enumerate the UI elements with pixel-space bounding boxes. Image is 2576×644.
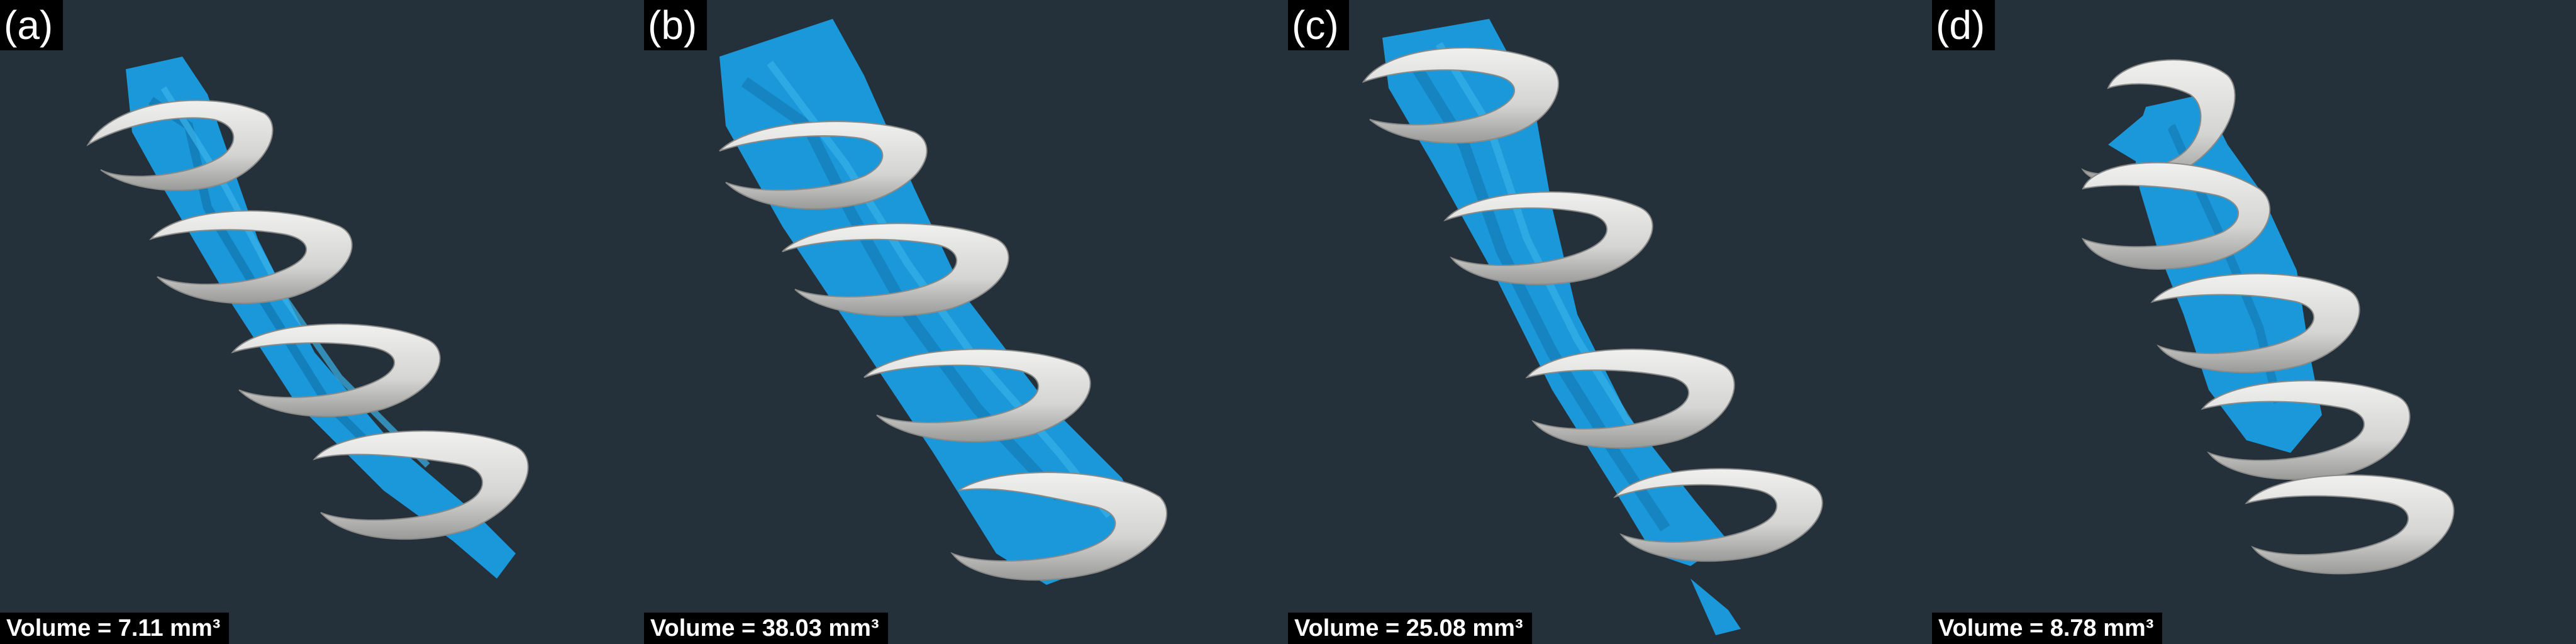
coil-turn-b4 [950, 472, 1168, 581]
coil-turn-d3 [2150, 273, 2360, 374]
panel-label-d: (d) [1932, 0, 1996, 50]
panel-d: (d) Volume = 8.78 mm³ [1932, 0, 2576, 644]
coil-turn-c4 [1613, 468, 1823, 562]
coil-render-d [2081, 59, 2455, 575]
coil-turn-a4 [313, 430, 529, 540]
coil-render-b [719, 19, 1168, 585]
volume-label-b: Volume = 38.03 mm³ [644, 613, 888, 644]
coil-turn-d5 [2245, 474, 2455, 575]
panel-label-a: (a) [0, 0, 64, 50]
coil-turn-b3 [863, 348, 1091, 443]
panel-label-b: (b) [644, 0, 708, 50]
coil-turn-a3 [231, 323, 441, 418]
coil-render-a [86, 57, 529, 579]
panel-b: (b) Volume = 38.03 mm³ [644, 0, 1288, 644]
coil-turn-c3 [1525, 348, 1735, 449]
coil-turn-a1 [86, 99, 274, 191]
coil-turn-b1 [719, 121, 928, 210]
coil-render-c [1362, 19, 1823, 635]
coil-turn-b2 [782, 223, 1009, 317]
volume-label-c: Volume = 25.08 mm³ [1288, 613, 1532, 644]
deposit-body-a [126, 57, 516, 579]
coil-turn-d2 [2081, 162, 2270, 270]
coil-turn-a2 [149, 210, 353, 304]
panel-label-c: (c) [1288, 0, 1349, 50]
coil-turn-d4 [2201, 380, 2411, 480]
coil-turn-c1 [1362, 47, 1559, 144]
volume-label-a: Volume = 7.11 mm³ [0, 613, 230, 644]
panel-c: (c) Volume = 25.08 mm³ [1288, 0, 1932, 644]
volume-label-d: Volume = 8.78 mm³ [1932, 613, 2163, 644]
panel-a: (a) Volume = 7.11 mm³ [0, 0, 644, 644]
coil-turn-c2 [1443, 191, 1653, 286]
